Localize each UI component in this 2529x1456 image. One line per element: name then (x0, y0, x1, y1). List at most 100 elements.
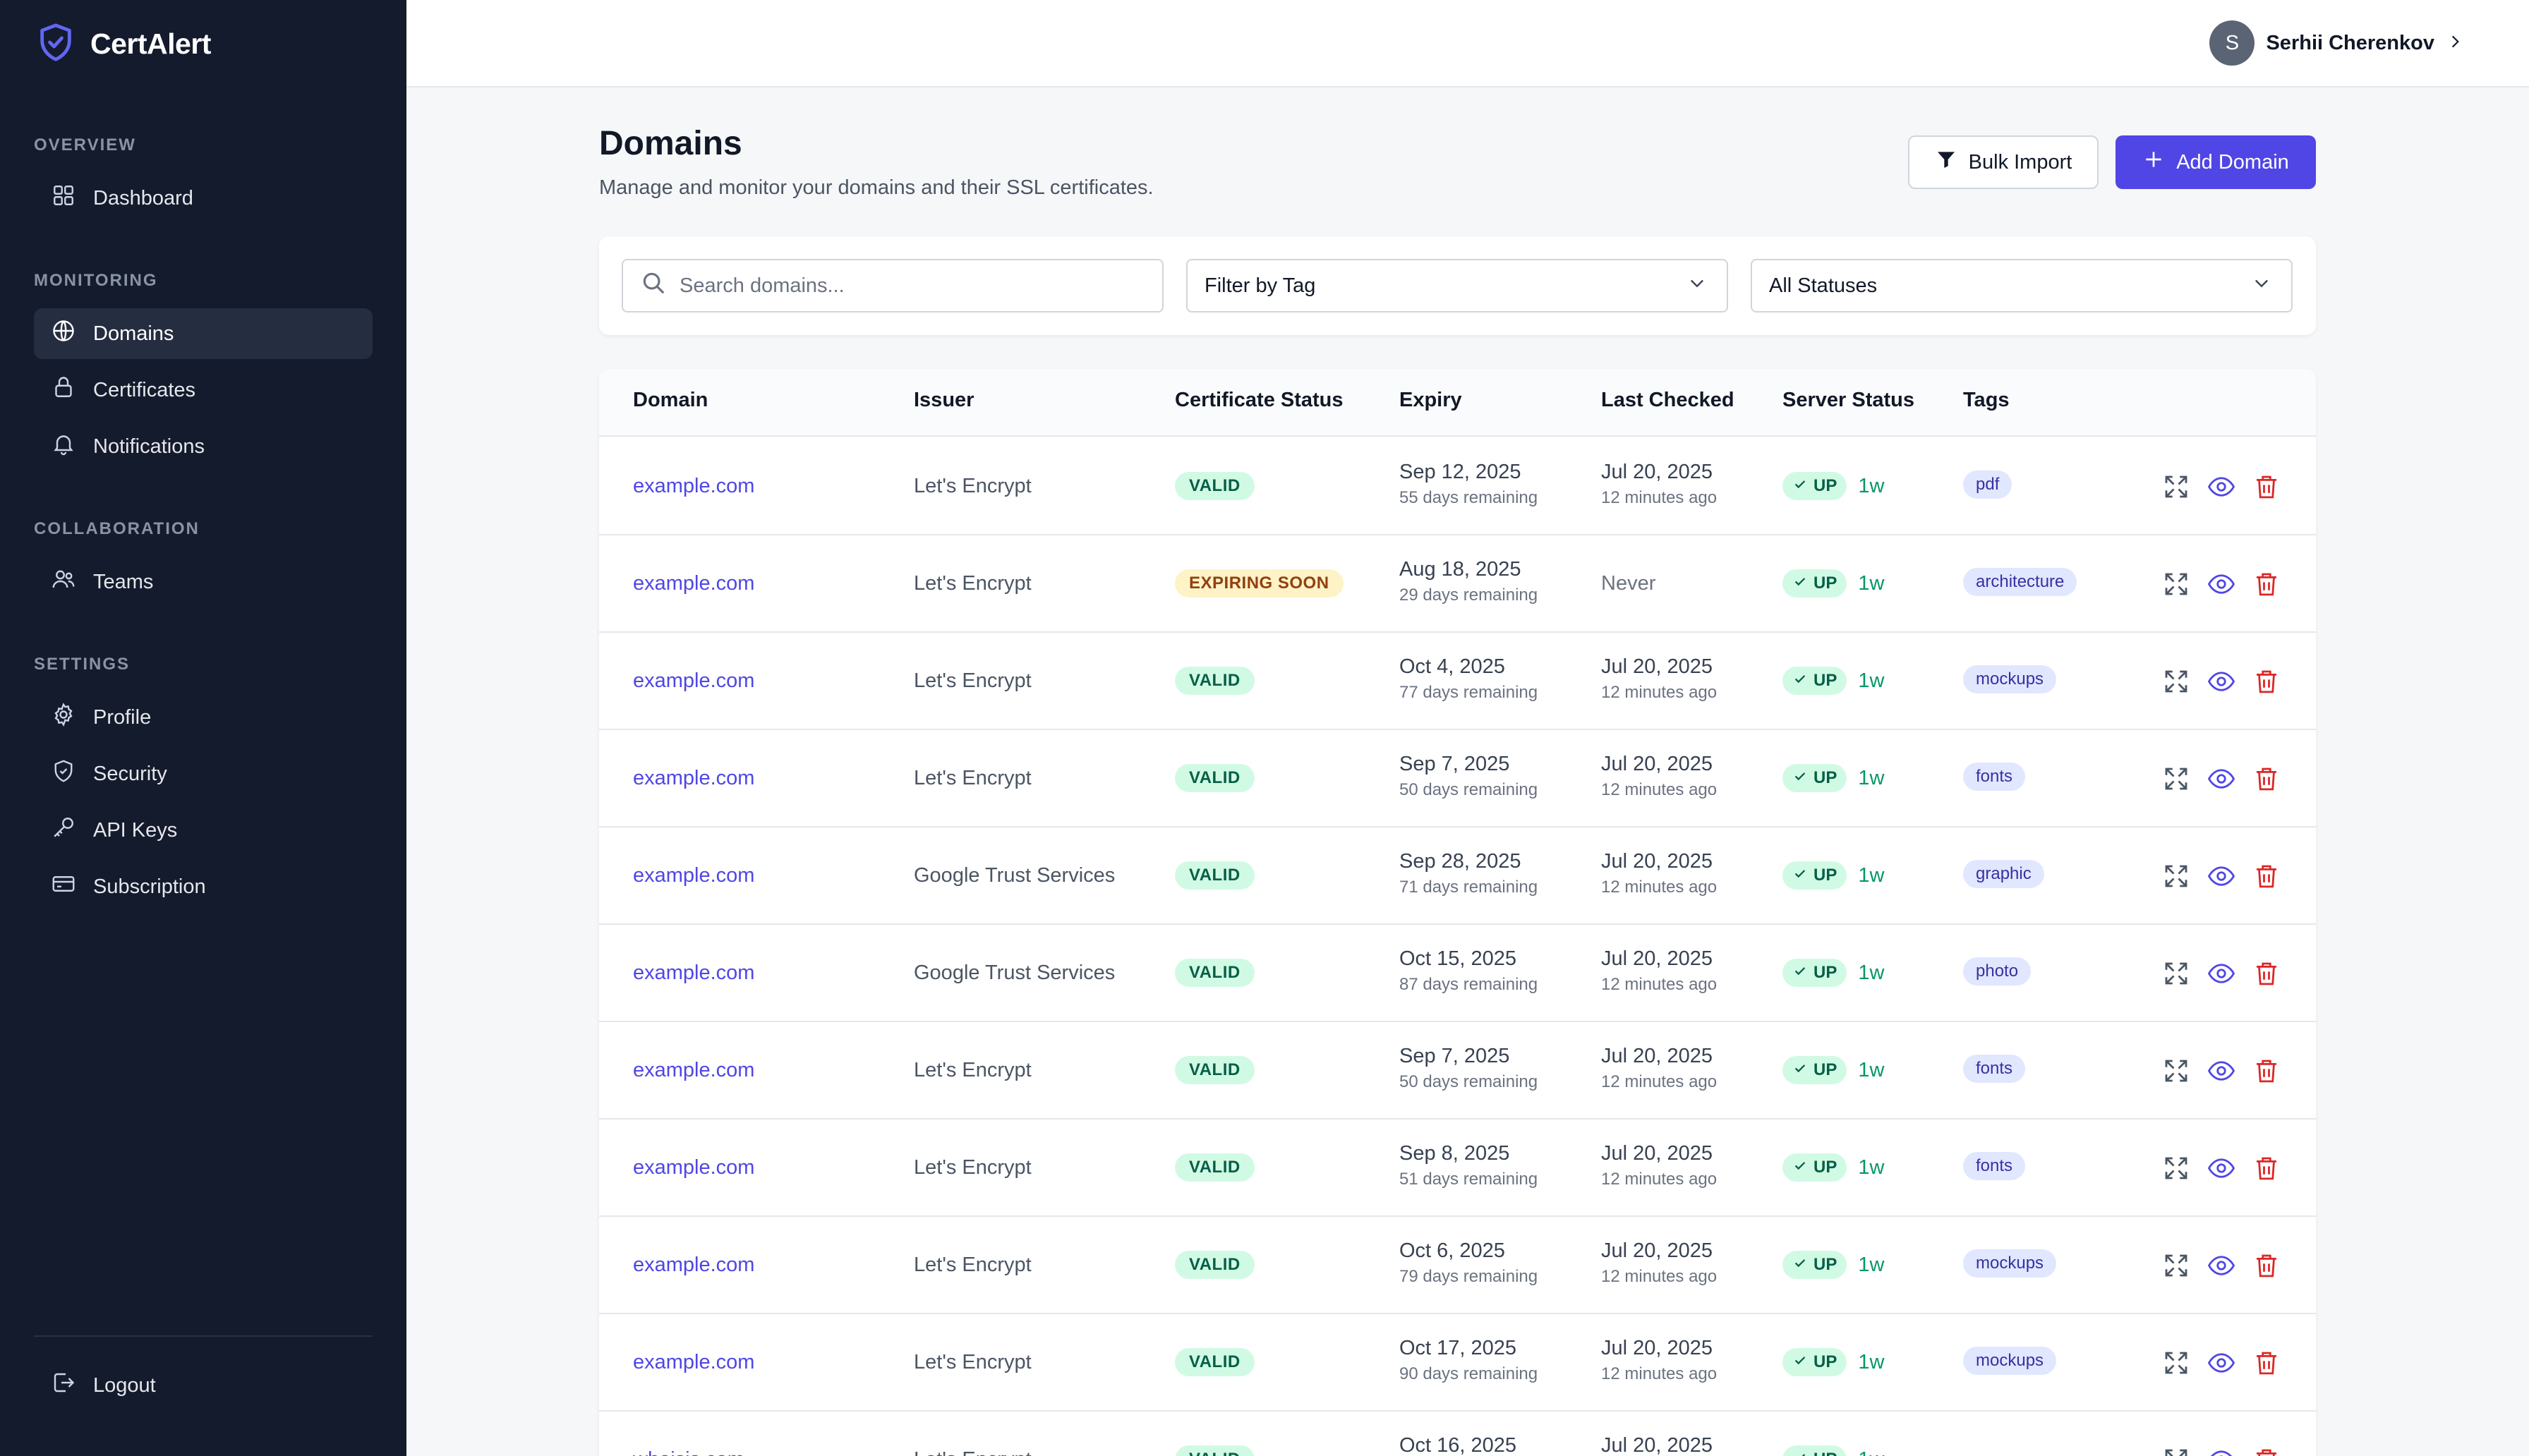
user-name[interactable]: Serhii Cherenkov (2266, 31, 2434, 54)
filter-bar: Filter by Tag All Statuses (599, 236, 2316, 335)
sidebar-item-certificates[interactable]: Certificates (34, 365, 373, 415)
expand-icon[interactable] (2161, 861, 2191, 891)
column-header-certificate-status[interactable]: Certificate Status (1175, 389, 1344, 411)
table-row[interactable]: whoisis.com Let's Encrypt VALID Oct 16, 202… (599, 1412, 2316, 1456)
eye-icon[interactable] (2207, 1251, 2236, 1280)
table-row[interactable]: example.com Let's Encrypt VALID Sep 7, 2025… (599, 1022, 2316, 1120)
eye-icon[interactable] (2207, 569, 2236, 599)
column-header-domain[interactable]: Domain (633, 389, 708, 411)
domain-link[interactable]: example.com (633, 961, 755, 984)
table-row[interactable]: example.com Let's Encrypt VALID Sep 7, 2025… (599, 730, 2316, 827)
tag-chip[interactable]: photo (1963, 957, 2032, 985)
table-row[interactable]: example.com Google Trust Services VALID Oct… (599, 925, 2316, 1022)
expand-icon[interactable] (2161, 959, 2191, 988)
eye-icon[interactable] (2207, 667, 2236, 696)
tag-chip[interactable]: fonts (1963, 763, 2026, 791)
user-menu[interactable]: S Serhii Cherenkov (2209, 20, 2464, 66)
domain-link[interactable]: example.com (633, 767, 755, 789)
trash-icon[interactable] (2252, 569, 2281, 599)
trash-icon[interactable] (2252, 1445, 2281, 1456)
expand-icon[interactable] (2161, 1153, 2191, 1183)
trash-icon[interactable] (2252, 1153, 2281, 1183)
tag-chip[interactable]: architecture (1963, 568, 2077, 596)
tag-chip[interactable]: mockups (1963, 1249, 2057, 1278)
search-field[interactable] (622, 259, 1164, 313)
table-row[interactable]: example.com Let's Encrypt VALID Sep 8, 2025… (599, 1120, 2316, 1217)
table-row[interactable]: example.com Let's Encrypt VALID Oct 17, 202… (599, 1314, 2316, 1412)
tag-chip[interactable]: mockups (1963, 1347, 2057, 1375)
domain-link[interactable]: example.com (633, 669, 755, 692)
sidebar-item-api-keys[interactable]: API Keys (34, 805, 373, 856)
column-header-issuer[interactable]: Issuer (914, 389, 974, 411)
sidebar-item-security[interactable]: Security (34, 748, 373, 799)
eye-icon[interactable] (2207, 1153, 2236, 1183)
domain-link[interactable]: example.com (633, 864, 755, 887)
expand-icon[interactable] (2161, 569, 2191, 599)
domain-link[interactable]: example.com (633, 1351, 755, 1373)
sidebar-item-subscription[interactable]: Subscription (34, 861, 373, 912)
eye-icon[interactable] (2207, 959, 2236, 988)
trash-icon[interactable] (2252, 1251, 2281, 1280)
issuer-text: Let's Encrypt (914, 1351, 1032, 1373)
status-filter-select[interactable]: All Statuses (1751, 259, 2293, 313)
tag-filter-select[interactable]: Filter by Tag (1186, 259, 1728, 313)
sidebar-item-label: Subscription (93, 875, 206, 898)
sidebar-item-notifications[interactable]: Notifications (34, 421, 373, 472)
sidebar-item-teams[interactable]: Teams (34, 557, 373, 607)
logout-button[interactable]: Logout (34, 1360, 373, 1411)
eye-icon[interactable] (2207, 1056, 2236, 1086)
table-row[interactable]: example.com Let's Encrypt EXPIRING SOON Aug… (599, 535, 2316, 633)
expand-icon[interactable] (2161, 764, 2191, 794)
domain-link[interactable]: whoisis.com (633, 1448, 744, 1456)
last-checked-ago: 12 minutes ago (1601, 1170, 1718, 1189)
issuer-text: Let's Encrypt (914, 475, 1032, 497)
trash-icon[interactable] (2252, 472, 2281, 502)
expand-icon[interactable] (2161, 472, 2191, 502)
expand-icon[interactable] (2161, 1251, 2191, 1280)
tag-chip[interactable]: pdf (1963, 471, 2012, 499)
column-header-server-status[interactable]: Server Status (1782, 389, 1914, 411)
domain-link[interactable]: example.com (633, 572, 755, 595)
search-input[interactable] (680, 274, 1145, 298)
eye-icon[interactable] (2207, 1348, 2236, 1378)
eye-icon[interactable] (2207, 861, 2236, 891)
sidebar-item-domains[interactable]: Domains (34, 308, 373, 359)
trash-icon[interactable] (2252, 667, 2281, 696)
table-row[interactable]: example.com Google Trust Services VALID Sep… (599, 827, 2316, 925)
add-domain-button[interactable]: Add Domain (2115, 135, 2316, 189)
tag-chip[interactable]: fonts (1963, 1152, 2026, 1180)
bulk-import-button[interactable]: Bulk Import (1908, 135, 2099, 189)
expand-icon[interactable] (2161, 1445, 2191, 1456)
app-logo[interactable]: CertAlert (35, 23, 211, 65)
table-row[interactable]: example.com Let's Encrypt VALID Oct 6, 2025… (599, 1217, 2316, 1314)
trash-icon[interactable] (2252, 959, 2281, 988)
eye-icon[interactable] (2207, 1445, 2236, 1456)
domain-link[interactable]: example.com (633, 1059, 755, 1081)
trash-icon[interactable] (2252, 861, 2281, 891)
certificate-status-badge: VALID (1175, 1348, 1255, 1376)
eye-icon[interactable] (2207, 764, 2236, 794)
table-row[interactable]: example.com Let's Encrypt VALID Sep 12, 202… (599, 438, 2316, 535)
tag-chip[interactable]: graphic (1963, 860, 2044, 888)
expand-icon[interactable] (2161, 1056, 2191, 1086)
certificate-status-badge: EXPIRING SOON (1175, 569, 1344, 597)
expand-icon[interactable] (2161, 667, 2191, 696)
avatar[interactable]: S (2209, 20, 2255, 66)
column-header-last-checked[interactable]: Last Checked (1601, 389, 1734, 411)
column-header-expiry[interactable]: Expiry (1399, 389, 1462, 411)
sidebar-item-dashboard[interactable]: Dashboard (34, 173, 373, 224)
server-status-text: UP (1813, 768, 1837, 787)
tag-chip[interactable]: fonts (1963, 1055, 2026, 1083)
table-row[interactable]: example.com Let's Encrypt VALID Oct 4, 2025… (599, 633, 2316, 730)
domain-link[interactable]: example.com (633, 1156, 755, 1179)
eye-icon[interactable] (2207, 472, 2236, 502)
domain-link[interactable]: example.com (633, 475, 755, 497)
trash-icon[interactable] (2252, 1056, 2281, 1086)
tag-chip[interactable]: mockups (1963, 665, 2057, 693)
column-header-tags[interactable]: Tags (1963, 389, 2010, 411)
trash-icon[interactable] (2252, 764, 2281, 794)
domain-link[interactable]: example.com (633, 1254, 755, 1276)
expand-icon[interactable] (2161, 1348, 2191, 1378)
trash-icon[interactable] (2252, 1348, 2281, 1378)
sidebar-item-profile[interactable]: Profile (34, 692, 373, 743)
